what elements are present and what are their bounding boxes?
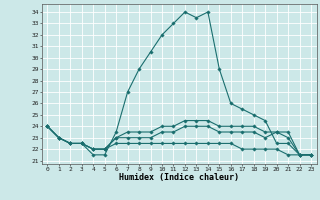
X-axis label: Humidex (Indice chaleur): Humidex (Indice chaleur) — [119, 173, 239, 182]
